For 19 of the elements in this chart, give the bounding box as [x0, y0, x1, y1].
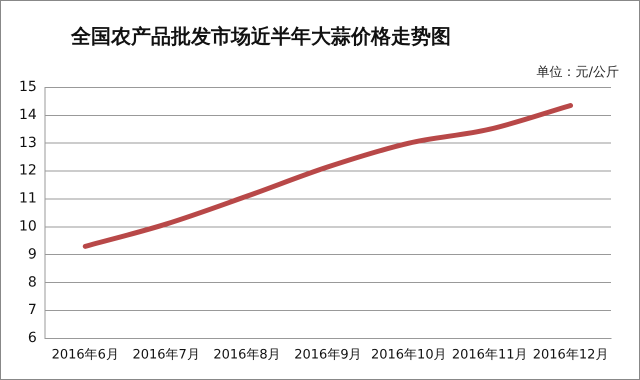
x-tick-label: 2016年10月 [370, 348, 447, 363]
x-tick-label: 2016年6月 [52, 348, 119, 363]
y-tick-label: 8 [28, 274, 37, 290]
y-tick-label: 7 [28, 302, 37, 318]
y-tick-label: 11 [18, 190, 37, 207]
y-tick-label: 10 [18, 218, 37, 234]
y-tick-label: 6 [28, 330, 37, 346]
y-tick-label: 14 [18, 106, 37, 123]
text: 单位：元/公斤 [536, 64, 619, 81]
x-tick-label: 2016年8月 [213, 348, 281, 363]
y-tick-label: 9 [28, 246, 37, 262]
x-tick-label: 2016年9月 [294, 348, 362, 363]
chart-title: 全国农产品批发市场近半年大蒜价格走势图 [70, 23, 452, 50]
x-tick-label: 2016年11月 [452, 348, 528, 363]
y-tick-label: 15 [18, 79, 37, 96]
x-tick-label: 2016年7月 [132, 348, 200, 363]
y-tick-label: 12 [18, 162, 37, 179]
x-tick-label: 2016年12月 [532, 348, 608, 363]
y-tick-label: 13 [18, 134, 37, 151]
